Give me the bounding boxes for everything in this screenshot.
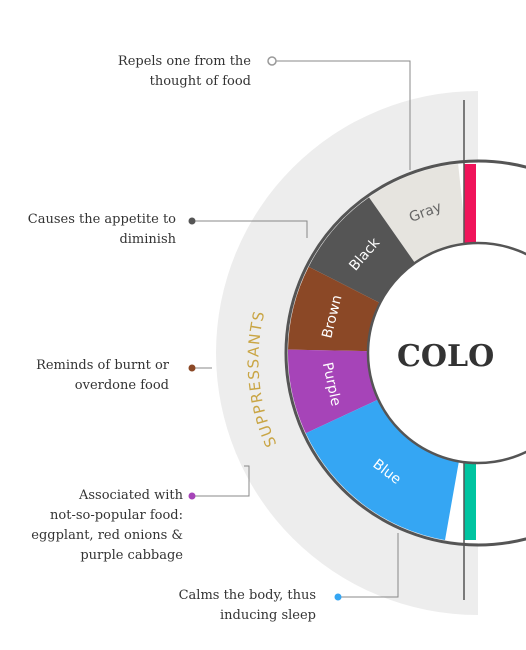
- callout-blue: Calms the body, thus inducing sleep: [178, 588, 316, 623]
- callout-brown: Reminds of burnt or overdone food: [36, 358, 169, 393]
- dot-black: [188, 217, 196, 225]
- teal-segment-edge: [464, 454, 476, 540]
- segment-gray: [369, 164, 467, 263]
- ring-outline: [284, 159, 526, 547]
- pink-segment-edge: [464, 164, 476, 250]
- segment-blue: [305, 399, 459, 541]
- callout-purple: Associated with not-so-popular food: egg…: [31, 488, 183, 563]
- center-title: COLO: [397, 339, 494, 374]
- dot-purple: [188, 492, 196, 500]
- segment-black: [308, 197, 415, 304]
- leader-gray: [276, 60, 411, 170]
- suppressants-band: [216, 91, 478, 615]
- leader-purple: [192, 465, 250, 497]
- callout-gray: Repels one from the thought of food: [117, 54, 251, 89]
- segment-brown: [288, 266, 380, 352]
- leader-black: [192, 220, 308, 238]
- leader-blue: [338, 533, 399, 598]
- center-circle: [366, 241, 526, 465]
- dot-brown: [188, 364, 196, 372]
- callout-dots: [188, 56, 342, 601]
- dot-gray: [267, 56, 277, 66]
- segment-purple: [288, 349, 379, 434]
- callout-black: Causes the appetite to diminish: [27, 212, 176, 247]
- dot-blue: [334, 593, 342, 601]
